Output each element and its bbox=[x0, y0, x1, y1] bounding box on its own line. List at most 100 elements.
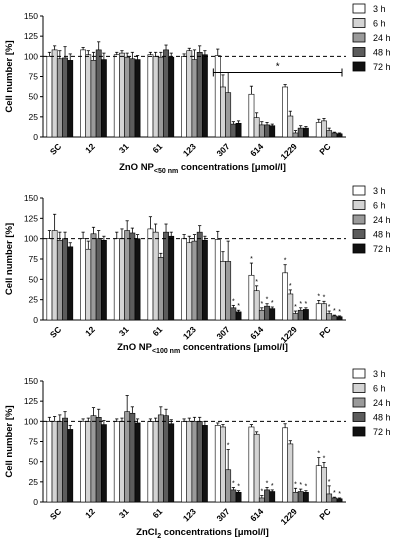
x-tick-label: PC bbox=[317, 324, 332, 339]
bar-307-24h bbox=[225, 469, 232, 503]
y-tick-label: 125 bbox=[24, 31, 38, 41]
chart-panel-1: 0 25 50 75 100 125 150 Cell number [%] SC 12 31 61 1… bbox=[4, 3, 391, 175]
y-tick-label: 100 bbox=[24, 51, 38, 61]
x-tick-label: 31 bbox=[117, 141, 131, 155]
bar-PC-48h bbox=[331, 497, 338, 503]
bar-123-3h bbox=[181, 421, 187, 503]
x-tick-label: PC bbox=[317, 506, 332, 521]
x-tick-label: 12 bbox=[83, 324, 97, 338]
x-tick-label: 31 bbox=[117, 324, 131, 338]
x-axis-label-tail: concentrations [μmol/l] bbox=[178, 162, 286, 173]
legend-swatch-72h bbox=[352, 243, 366, 254]
x-axis-label-subscript: 2 bbox=[157, 533, 161, 540]
bar-307-6h bbox=[220, 261, 226, 321]
x-tick-label: 1229 bbox=[278, 506, 299, 527]
bar-31-6h bbox=[119, 421, 125, 503]
significance-marker: * bbox=[289, 283, 292, 290]
bar-PC-48h bbox=[331, 132, 338, 138]
legend-swatch-6h bbox=[352, 18, 366, 28]
significance-marker: * bbox=[305, 484, 308, 491]
bar-61-72h bbox=[168, 235, 175, 321]
significance-marker: * bbox=[299, 482, 302, 489]
bar-12-3h bbox=[80, 238, 86, 321]
bar-123-48h bbox=[196, 51, 203, 138]
legend-label: 6 h bbox=[373, 19, 386, 29]
bar-31-72h bbox=[134, 422, 141, 503]
legend-swatch-48h bbox=[352, 47, 366, 57]
legend-swatch-72h bbox=[352, 61, 366, 72]
legend-swatch-6h bbox=[352, 200, 366, 210]
bar-61-24h bbox=[157, 56, 164, 138]
bar-61-48h bbox=[163, 415, 169, 503]
y-tick-label: 75 bbox=[29, 437, 39, 447]
x-tick-label: 307 bbox=[214, 324, 231, 341]
y-tick-label: 150 bbox=[24, 193, 38, 203]
bar-12-72h bbox=[101, 239, 107, 321]
bar-614-24h bbox=[258, 124, 265, 138]
bar-SC-72h bbox=[67, 429, 74, 503]
bar-307-72h bbox=[235, 492, 242, 503]
significance-marker: * bbox=[338, 491, 341, 498]
significance-marker: * bbox=[333, 308, 336, 315]
significance-marker: * bbox=[232, 298, 235, 305]
y-tick-label: 25 bbox=[29, 295, 39, 305]
legend-label: 48 h bbox=[373, 230, 391, 240]
bar-123-24h bbox=[191, 421, 198, 503]
bar-614-48h bbox=[264, 489, 270, 503]
bar-614-6h bbox=[253, 117, 260, 138]
bar-12-24h bbox=[90, 60, 97, 138]
legend-swatch-48h bbox=[352, 412, 366, 422]
bar-SC-6h bbox=[51, 49, 58, 138]
x-tick-label: PC bbox=[317, 141, 332, 156]
bar-123-3h bbox=[181, 238, 187, 321]
x-axis-label-subscript: <100 nm bbox=[152, 348, 180, 355]
bar-123-24h bbox=[191, 59, 198, 138]
y-tick-label: 125 bbox=[24, 213, 38, 223]
bar-SC-48h bbox=[62, 238, 68, 321]
legend-label: 72 h bbox=[373, 62, 391, 72]
x-tick-label: 61 bbox=[150, 506, 164, 520]
bar-PC-24h bbox=[326, 493, 333, 503]
bar-PC-72h bbox=[336, 133, 343, 138]
y-tick-label: 100 bbox=[24, 416, 38, 426]
bar-61-48h bbox=[163, 231, 169, 321]
bar-1229-6h bbox=[287, 293, 294, 321]
bar-1229-6h bbox=[287, 443, 294, 503]
y-axis-label: Cell number [%] bbox=[4, 223, 15, 295]
significance-marker: * bbox=[255, 279, 258, 286]
legend-label: 3 h bbox=[373, 186, 386, 196]
x-tick-label: 12 bbox=[83, 506, 97, 520]
x-axis-label-tail: concentrations [μmol/l] bbox=[180, 342, 288, 353]
bar-307-72h bbox=[235, 311, 242, 321]
bar-1229-48h bbox=[297, 127, 304, 138]
x-tick-label: 123 bbox=[181, 506, 198, 523]
legend-swatch-3h bbox=[352, 3, 366, 14]
y-tick-label: 125 bbox=[24, 396, 38, 406]
bar-PC-6h bbox=[321, 467, 327, 503]
bar-PC-24h bbox=[326, 313, 333, 321]
y-tick-label: 100 bbox=[24, 234, 38, 244]
y-tick-label: 0 bbox=[33, 315, 38, 325]
significance-marker: * bbox=[232, 480, 235, 487]
x-tick-label: 614 bbox=[248, 141, 265, 158]
x-tick-label: 1229 bbox=[278, 141, 299, 162]
bar-61-48h bbox=[163, 49, 169, 138]
significance-marker: * bbox=[237, 484, 240, 491]
bar-61-6h bbox=[152, 56, 159, 138]
bar-307-48h bbox=[230, 123, 237, 138]
bar-12-6h bbox=[85, 248, 92, 321]
bar-SC-48h bbox=[62, 57, 68, 138]
bar-31-48h bbox=[129, 412, 136, 503]
bar-123-24h bbox=[191, 240, 198, 321]
significance-marker: * bbox=[260, 489, 263, 496]
bar-12-72h bbox=[101, 424, 107, 503]
legend-label: 3 h bbox=[373, 4, 386, 14]
bar-12-48h bbox=[95, 416, 102, 503]
bar-123-72h bbox=[202, 239, 208, 321]
significance-marker: * bbox=[317, 293, 320, 300]
significance-marker: * bbox=[276, 61, 280, 72]
x-axis-label: ZnCl2 concentrations [μmol/l] bbox=[136, 527, 269, 540]
significance-marker: * bbox=[323, 294, 326, 301]
legend-swatch-48h bbox=[352, 229, 366, 239]
bar-307-6h bbox=[220, 426, 226, 503]
